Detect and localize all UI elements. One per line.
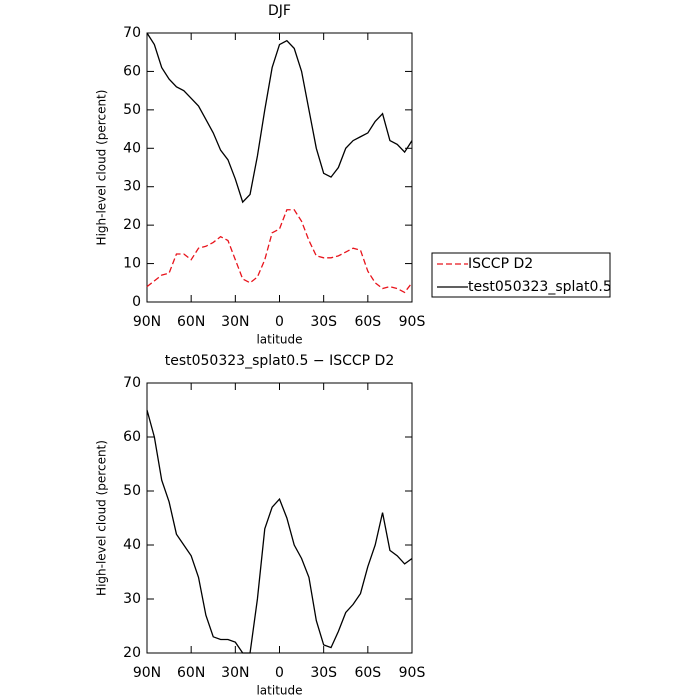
y-tick-label: 40 [123, 140, 141, 156]
x-tick-label: 0 [275, 314, 284, 330]
y-tick-label: 50 [123, 483, 141, 499]
x-tick-label: 0 [275, 665, 284, 681]
x-tick-label: 60S [354, 314, 381, 330]
x-tick-label: 30S [310, 665, 337, 681]
y-tick-label: 50 [123, 102, 141, 118]
x-axis-label: latitude [256, 333, 302, 347]
x-tick-label: 90N [133, 665, 161, 681]
y-axis-label: High-level cloud (percent) [95, 440, 109, 596]
data-line [146, 209, 413, 294]
data-line [146, 409, 413, 654]
y-tick-label: 70 [123, 25, 141, 41]
data-line [146, 32, 413, 204]
y-tick-label: 60 [123, 429, 141, 445]
x-tick-label: 90S [399, 314, 426, 330]
y-tick-label: 30 [123, 591, 141, 607]
chart-title: test050323_splat0.5 − ISCCP D2 [165, 353, 395, 369]
y-tick-label: 30 [123, 179, 141, 195]
chart-title: DJF [268, 3, 291, 19]
x-tick-label: 60S [354, 665, 381, 681]
plot-frame [146, 382, 413, 654]
y-tick-label: 40 [123, 537, 141, 553]
x-tick-label: 90N [133, 314, 161, 330]
x-tick-label: 30N [221, 314, 249, 330]
x-tick-label: 30N [221, 665, 249, 681]
legend-box [431, 252, 611, 298]
y-tick-label: 70 [123, 375, 141, 391]
x-axis-label: latitude [256, 684, 302, 698]
plot-frame [146, 32, 413, 303]
x-tick-label: 60N [177, 314, 205, 330]
x-tick-label: 30S [310, 314, 337, 330]
y-tick-label: 10 [123, 256, 141, 272]
y-tick-label: 60 [123, 63, 141, 79]
legend-label: ISCCP D2 [468, 256, 533, 272]
y-tick-label: 20 [123, 645, 141, 661]
x-tick-label: 60N [177, 665, 205, 681]
legend-label: test050323_splat0.5 [468, 279, 612, 295]
y-tick-label: 20 [123, 217, 141, 233]
x-tick-label: 90S [399, 665, 426, 681]
y-tick-label: 0 [132, 294, 141, 310]
y-axis-label: High-level cloud (percent) [95, 90, 109, 246]
